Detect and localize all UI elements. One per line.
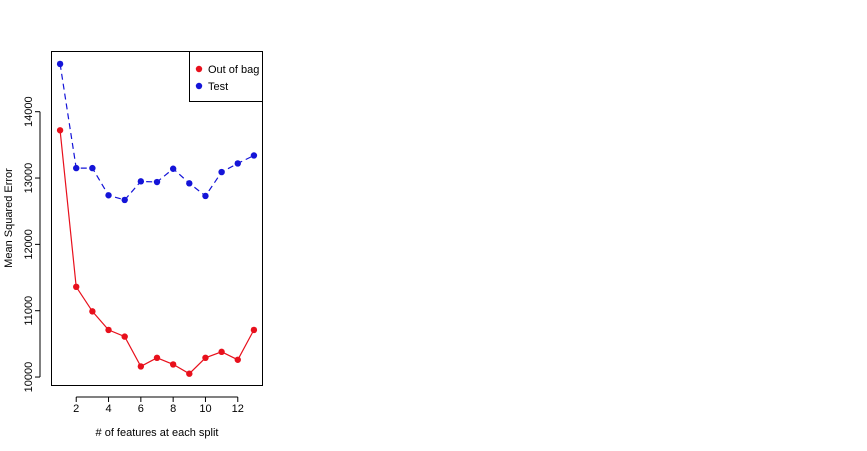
data-point-out-of-bag [137,363,145,370]
data-point-test [56,60,64,68]
x-axis: 2 4 6 8 10 12 [73,396,244,415]
data-point-out-of-bag [73,283,80,291]
x-axis-label: # of features at each split [96,427,219,439]
data-point-out-of-bag [169,361,177,368]
y-tick-label: 12000 [23,229,35,260]
data-point-test [218,168,225,176]
y-tick-label: 14000 [23,96,35,127]
data-point-test [89,164,96,172]
data-point-test [169,165,177,172]
y-tick-label: 13000 [23,163,35,194]
legend: Out of bag Test [189,51,263,102]
data-point-out-of-bag [89,308,96,315]
data-point-test [105,192,112,199]
legend-marker [195,82,203,90]
legend-box [189,51,263,102]
data-point-out-of-bag [56,127,64,134]
legend-label: Test [208,81,228,93]
y-axis: 10000 11000 12000 13000 14000 [23,96,41,393]
data-point-test [202,192,209,200]
data-point-test [153,178,161,186]
x-tick-label: 2 [73,403,79,415]
data-point-out-of-bag [202,354,209,362]
data-point-out-of-bag [218,348,225,356]
x-tick-label: 8 [170,403,176,415]
data-point-test [250,152,258,159]
data-point-out-of-bag [121,333,128,340]
data-point-test [121,196,128,204]
data-point-out-of-bag [234,356,241,363]
data-point-out-of-bag [105,326,112,334]
x-tick-label: 12 [232,403,244,415]
y-tick-label: 11000 [23,296,35,326]
data-point-out-of-bag [250,326,258,334]
legend-marker [195,65,203,73]
plot-frame [51,51,263,386]
series-layer [56,60,258,377]
data-point-test [137,178,145,185]
data-point-test [73,164,80,172]
y-tick-label: 10000 [23,362,35,393]
data-point-out-of-bag [186,370,193,377]
x-tick-label: 6 [138,403,144,415]
y-axis-label: Mean Squared Error [3,168,15,268]
legend-label: Out of bag [208,64,259,76]
data-point-test [186,180,193,187]
data-point-test [234,160,241,167]
x-tick-label: 4 [105,403,111,415]
data-point-out-of-bag [153,354,161,362]
x-tick-label: 10 [199,403,211,415]
